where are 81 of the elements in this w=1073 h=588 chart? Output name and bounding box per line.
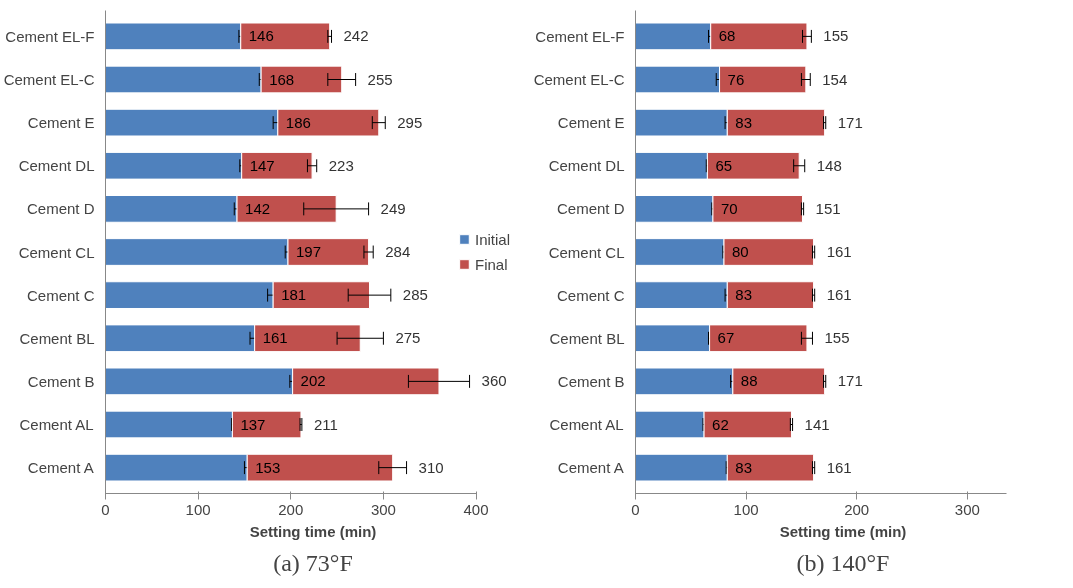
total-label: 154 bbox=[822, 70, 848, 88]
data-label: 83 bbox=[735, 113, 752, 131]
data-label: 68 bbox=[718, 27, 736, 45]
x-axis-title: Setting time (min) bbox=[249, 522, 377, 540]
y-tick-label: Cement C bbox=[556, 286, 625, 304]
data-label: 88 bbox=[740, 372, 758, 390]
y-tick-label: Cement E bbox=[557, 114, 625, 132]
y-tick-label: Cement EL-C bbox=[3, 71, 95, 88]
y-tick-label: Cement EL-F bbox=[5, 27, 95, 45]
total-label: 151 bbox=[815, 199, 841, 217]
x-tick-label: 0 bbox=[631, 500, 640, 518]
y-tick-label: Cement C bbox=[26, 286, 95, 304]
y-tick-label: Cement D bbox=[26, 200, 95, 218]
total-label: 249 bbox=[380, 199, 406, 217]
text: (a) 73°F bbox=[273, 549, 353, 576]
legend-label: Final bbox=[474, 255, 508, 273]
y-tick-label: Cement CL bbox=[548, 243, 625, 261]
total-label: 211 bbox=[313, 415, 338, 433]
x-axis-title: Setting time (min) bbox=[779, 522, 907, 540]
total-label: 141 bbox=[804, 415, 830, 433]
total-label: 223 bbox=[328, 156, 354, 174]
y-tick-label: Cement DL bbox=[548, 157, 625, 175]
data-label: 62 bbox=[712, 415, 729, 433]
y-tick-label: Cement EL-F bbox=[535, 27, 625, 45]
y-tick-label: Cement E bbox=[27, 114, 95, 132]
data-label: 67 bbox=[717, 329, 735, 347]
data-label: 197 bbox=[295, 243, 322, 260]
total-label: 295 bbox=[397, 113, 423, 131]
data-label: 161 bbox=[262, 329, 288, 347]
data-label: 83 bbox=[735, 458, 752, 476]
x-tick-label: 200 bbox=[278, 500, 304, 518]
data-label: 186 bbox=[285, 113, 311, 131]
total-label: 161 bbox=[826, 458, 852, 476]
x-tick-label: 400 bbox=[463, 500, 489, 518]
total-label: 242 bbox=[343, 27, 369, 45]
data-label: 202 bbox=[300, 372, 326, 390]
data-label: 153 bbox=[255, 458, 281, 476]
text: (b) 140°F bbox=[796, 549, 890, 576]
total-label: 275 bbox=[395, 329, 421, 347]
total-label: 171 bbox=[837, 372, 863, 390]
x-tick-label: 100 bbox=[733, 500, 759, 518]
total-label: 155 bbox=[823, 27, 849, 45]
y-tick-label: Cement B bbox=[557, 372, 625, 390]
total-label: 284 bbox=[385, 243, 411, 260]
data-label: 70 bbox=[720, 199, 738, 217]
x-tick-label: 200 bbox=[844, 500, 870, 518]
y-tick-label: Cement CL bbox=[18, 243, 95, 261]
data-label: 137 bbox=[240, 415, 266, 433]
y-tick-label: Cement A bbox=[557, 459, 624, 477]
data-label: 146 bbox=[248, 27, 274, 45]
y-tick-label: Cement A bbox=[27, 459, 94, 477]
y-tick-label: Cement EL-C bbox=[533, 71, 625, 88]
y-tick-label: Cement D bbox=[556, 200, 625, 218]
total-label: 310 bbox=[418, 458, 444, 476]
y-tick-label: Cement AL bbox=[549, 416, 624, 433]
x-tick-label: 0 bbox=[101, 500, 110, 518]
y-tick-label: Cement BL bbox=[19, 329, 95, 347]
data-label: 76 bbox=[727, 70, 745, 88]
data-label: 181 bbox=[281, 286, 307, 304]
data-label: 65 bbox=[715, 156, 733, 174]
total-label: 161 bbox=[826, 286, 852, 304]
total-label: 255 bbox=[367, 70, 393, 88]
y-tick-label: Cement BL bbox=[549, 329, 625, 347]
y-tick-label: Cement AL bbox=[19, 416, 94, 433]
total-label: 161 bbox=[826, 243, 852, 260]
x-tick-label: 300 bbox=[954, 500, 980, 518]
x-tick-label: 300 bbox=[370, 500, 396, 518]
legend-label: Initial bbox=[474, 230, 510, 248]
data-label: 142 bbox=[245, 199, 271, 217]
total-label: 148 bbox=[816, 156, 842, 174]
total-label: 360 bbox=[481, 372, 507, 390]
y-tick-label: Cement B bbox=[27, 372, 95, 390]
x-tick-label: 100 bbox=[185, 500, 211, 518]
data-label: 168 bbox=[269, 70, 295, 88]
total-label: 155 bbox=[824, 329, 850, 347]
total-label: 285 bbox=[402, 286, 428, 304]
data-label: 80 bbox=[731, 243, 749, 260]
data-label: 147 bbox=[249, 156, 275, 174]
y-tick-label: Cement DL bbox=[18, 157, 95, 175]
data-label: 83 bbox=[735, 286, 752, 304]
total-label: 171 bbox=[837, 113, 863, 131]
